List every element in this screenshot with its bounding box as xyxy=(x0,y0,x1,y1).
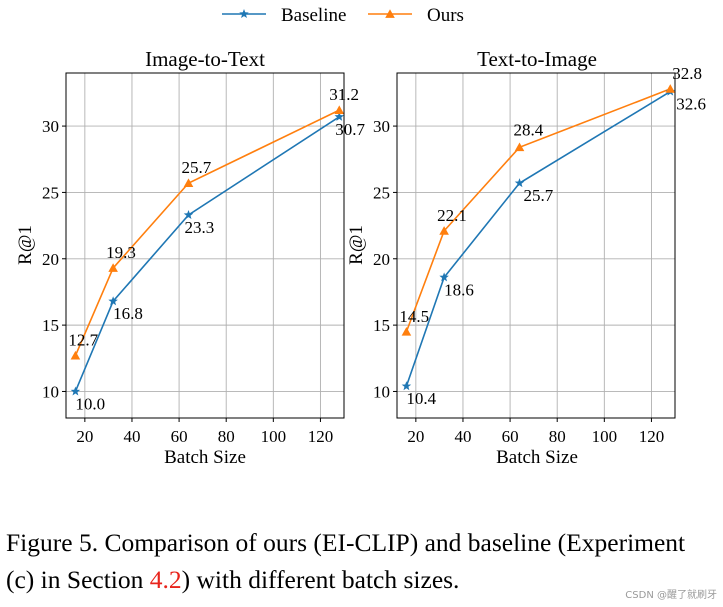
series-line-baseline xyxy=(74,116,340,392)
y-tick-label: 30 xyxy=(373,117,390,136)
y-tick-label: 30 xyxy=(42,117,59,136)
point-ours xyxy=(70,350,81,360)
legend-baseline-label: Baseline xyxy=(281,5,346,26)
axes-frame xyxy=(65,72,345,419)
series-line-baseline xyxy=(405,90,671,387)
y-tick-label: 25 xyxy=(42,183,59,202)
data-label-ours: 22.1 xyxy=(437,206,467,225)
point-baseline xyxy=(334,111,345,121)
x-axis-label: Batch Size xyxy=(164,447,246,468)
caption-line-1: Figure 5. Comparison of ours (EI-CLIP) a… xyxy=(6,528,686,557)
figure: Baseline Ours Image-to-Text 10.0 16.8 23.3… xyxy=(15,5,706,468)
panel-image-to-text: Image-to-Text 10.0 16.8 23.3 30.7 12.7 19.3 25… xyxy=(15,47,366,468)
data-label-baseline: 10.4 xyxy=(406,389,436,408)
point-baseline xyxy=(183,209,194,220)
ticks: 20 40 60 80 100 120 10 15 20 25 30 xyxy=(42,117,333,446)
data-label-ours: 14.5 xyxy=(399,307,429,326)
section-reference-link[interactable]: 4.2 xyxy=(149,565,182,594)
watermark: CSDN @醒了就刷牙 xyxy=(625,590,717,601)
panel-title: Text-to-Image xyxy=(477,47,597,71)
data-labels: 10.016.823.330.712.719.325.731.2 xyxy=(68,85,365,413)
y-tick-label: 15 xyxy=(373,316,390,335)
legend-ours-label: Ours xyxy=(427,5,464,26)
x-tick-label: 100 xyxy=(592,427,618,446)
point-baseline xyxy=(439,272,449,282)
x-tick-label: 40 xyxy=(454,427,471,446)
caption-line-2-end: ) with different batch sizes. xyxy=(181,565,460,594)
y-tick-label: 20 xyxy=(42,250,59,269)
panel-text-to-image: Text-to-Image 10.4 18.6 25.7 32.6 14.5 22.1 28… xyxy=(346,47,706,468)
y-tick-label: 10 xyxy=(373,382,390,401)
gridlines xyxy=(397,73,675,418)
x-tick-label: 60 xyxy=(502,427,519,446)
data-label-baseline: 32.6 xyxy=(676,95,706,114)
caption-line-2-start: (c) in Section xyxy=(6,565,150,594)
point-ours xyxy=(108,263,118,272)
x-tick-label: 80 xyxy=(218,427,235,446)
x-tick-label: 100 xyxy=(261,427,287,446)
caption-line-2: (c) in Section 4.2) with different batch… xyxy=(6,561,718,598)
gridlines xyxy=(66,73,344,418)
axes-frame xyxy=(396,72,676,419)
y-tick-label: 25 xyxy=(373,183,390,202)
x-tick-label: 20 xyxy=(407,427,424,446)
y-axis-label: R@1 xyxy=(346,225,367,265)
ticks: 20 40 60 80 100 120 10 15 20 25 30 xyxy=(373,117,664,446)
data-label-baseline: 30.7 xyxy=(335,120,365,139)
panel-title: Image-to-Text xyxy=(145,47,265,71)
figure-caption: Figure 5. Comparison of ours (EI-CLIP) a… xyxy=(6,524,718,598)
y-axis-label: R@1 xyxy=(15,225,36,265)
series-lines xyxy=(405,88,671,387)
y-tick-label: 20 xyxy=(373,250,390,269)
data-labels: 10.4 18.6 25.7 32.6 14.5 22.1 28.4 32.8 xyxy=(399,64,706,408)
point-ours xyxy=(514,142,525,152)
point-ours xyxy=(401,326,412,336)
data-label-ours: 32.8 xyxy=(672,64,702,83)
data-label-baseline: 10.0 xyxy=(75,394,105,413)
data-label-baseline: 23.3 xyxy=(185,218,215,237)
x-tick-label: 120 xyxy=(639,427,665,446)
point-ours xyxy=(334,105,345,114)
data-label-ours: 19.3 xyxy=(106,243,136,262)
point-baseline xyxy=(108,296,118,306)
data-label-baseline: 16.8 xyxy=(113,304,143,323)
data-label-baseline: 18.6 xyxy=(444,280,474,299)
y-tick-label: 10 xyxy=(42,382,59,401)
point-baseline xyxy=(514,178,525,188)
point-ours xyxy=(183,178,194,187)
series-line-ours xyxy=(74,109,340,356)
point-ours xyxy=(439,226,449,235)
data-label-ours: 28.4 xyxy=(514,120,544,139)
legend-baseline-marker xyxy=(239,9,249,19)
legend-ours-marker xyxy=(385,9,395,18)
series-markers xyxy=(401,84,676,391)
series-markers xyxy=(70,105,345,396)
point-baseline xyxy=(401,381,412,391)
x-axis-label: Batch Size xyxy=(496,447,578,468)
point-baseline xyxy=(70,386,81,396)
y-tick-label: 15 xyxy=(42,316,59,335)
x-tick-label: 40 xyxy=(123,427,140,446)
x-tick-label: 60 xyxy=(171,427,188,446)
legend: Baseline Ours xyxy=(222,5,464,26)
x-tick-label: 20 xyxy=(76,427,93,446)
data-label-ours: 25.7 xyxy=(182,158,212,177)
series-line-ours xyxy=(405,88,671,333)
data-label-ours: 12.7 xyxy=(68,331,98,350)
x-tick-label: 120 xyxy=(308,427,334,446)
series-lines xyxy=(74,109,340,392)
data-label-baseline: 25.7 xyxy=(524,186,554,205)
point-ours xyxy=(665,84,676,93)
x-tick-label: 80 xyxy=(549,427,566,446)
